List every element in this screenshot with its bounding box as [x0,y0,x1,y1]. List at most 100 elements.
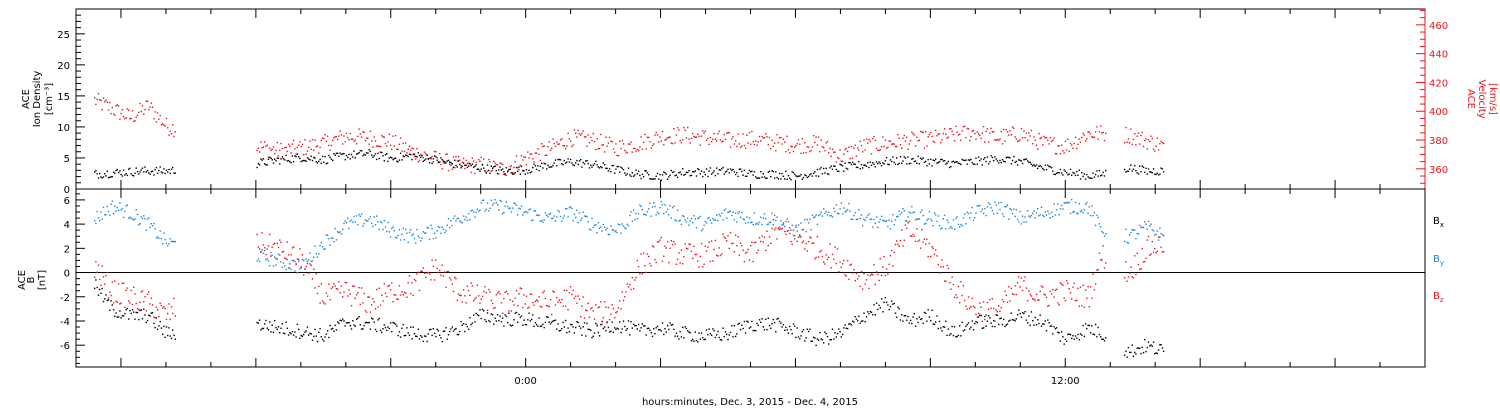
by-point [802,228,805,231]
density-point [378,157,380,160]
density-point [388,157,390,159]
legend-bz-letter: B [1433,291,1440,302]
velocity-point [1055,153,1058,155]
by-point [266,258,268,260]
density-point [320,162,322,164]
bz-point [1028,290,1030,292]
bx-point [1083,335,1085,338]
bz-point [938,272,941,274]
by-point [903,210,905,212]
by-point [469,219,471,221]
density-point [751,170,753,172]
density-point [357,152,359,155]
velocity-point [1139,143,1141,145]
bx-point [717,330,719,333]
bx-point [635,325,637,327]
by-point [426,227,428,229]
by-point [698,217,700,219]
bz-point [870,273,873,275]
density-point [340,153,343,156]
by-point [600,226,602,228]
density-point [515,166,518,169]
bx-point [264,323,266,325]
velocity-point [109,101,111,104]
velocity-point [99,99,101,101]
bz-point [962,285,965,287]
density-point [1149,171,1151,173]
by-point [850,218,853,220]
velocity-point [1136,135,1138,137]
density-point [1101,174,1103,176]
bz-point [923,238,926,240]
bx-point [372,318,374,320]
bz-point [437,271,440,274]
velocity-series [94,93,1165,177]
bz-point [1088,306,1090,308]
velocity-point [760,140,762,142]
bx-point [1009,319,1011,321]
velocity-point [789,152,791,154]
bx-point [791,333,793,335]
velocity-point [569,140,572,142]
legend-by-subscript: y [1440,259,1444,267]
by-point [1060,204,1063,207]
velocity-point [601,144,603,146]
velocity-point [713,132,715,135]
density-point [673,171,675,173]
velocity-point [782,138,785,140]
bz-point [831,253,834,256]
bz-point [282,250,285,253]
velocity-point [880,146,883,148]
by-point [433,232,436,234]
bx-point [523,319,525,321]
by-point [601,230,603,232]
bx-point [553,319,555,322]
density-point [835,168,837,171]
bz-point [440,274,442,276]
bz-point [872,274,874,276]
bx-point [488,319,490,322]
bz-point [291,247,294,249]
by-point [683,215,685,218]
bx-point [379,329,382,332]
density-point [543,162,545,165]
bx-point [682,326,684,329]
density-point [389,156,392,158]
bx-point [524,323,526,326]
density-point [535,168,538,171]
velocity-point [447,169,450,172]
velocity-point [415,158,417,160]
velocity-point [746,134,748,136]
bx-point [986,320,989,322]
bz-point [848,278,850,281]
bz-point [663,255,665,257]
density-point [789,177,791,179]
by-point [841,213,844,215]
bz-point [748,259,751,261]
bx-point [592,335,594,337]
bx-point [940,327,942,329]
bx-point [1081,334,1083,336]
velocity-point [710,141,713,143]
bz-point [338,281,340,283]
bz-point [396,298,398,300]
by-point [115,210,117,212]
velocity-point [386,145,388,147]
density-point [95,170,97,172]
bz-point [1126,280,1128,282]
density-point [680,173,683,176]
bx-point [294,331,296,333]
bx-point [1033,324,1035,326]
bx-point [1137,347,1140,349]
density-point [496,172,499,175]
bx-point [572,326,574,328]
bx-point [551,321,553,323]
bz-point [1032,298,1034,300]
by-point [284,265,286,267]
density-point [792,171,795,174]
bx-point [1150,344,1152,346]
by-point [478,210,480,212]
bz-point [1066,280,1068,282]
density-point [373,155,375,157]
density-point [951,161,953,163]
